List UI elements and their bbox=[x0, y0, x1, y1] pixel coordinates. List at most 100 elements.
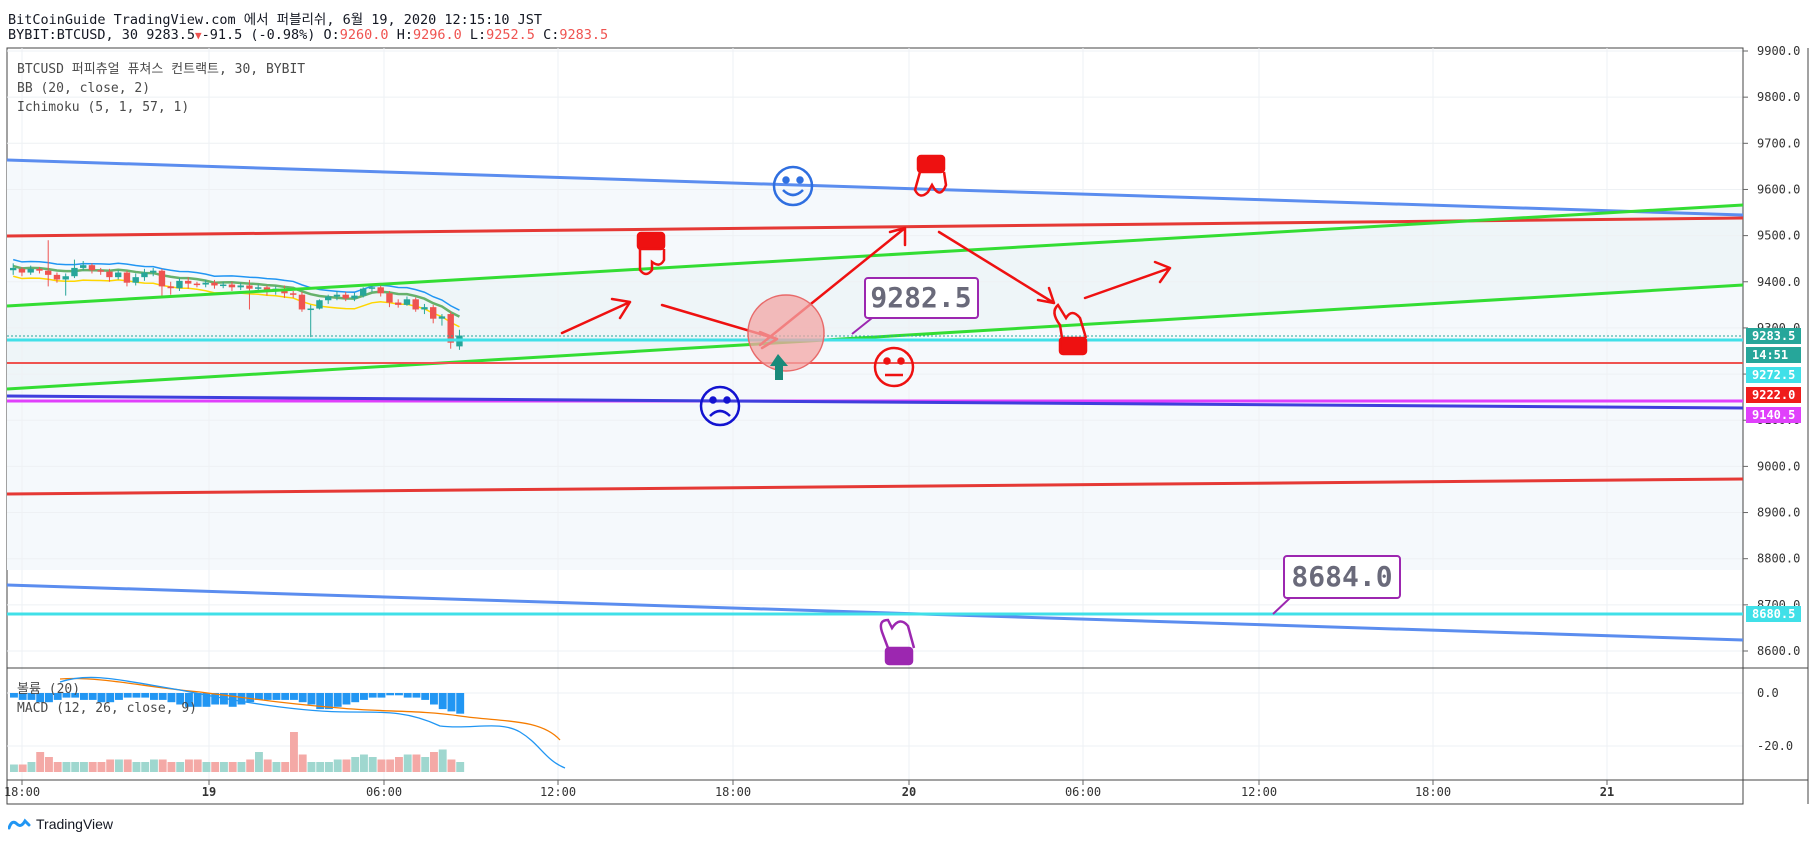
macd-bar bbox=[325, 693, 333, 710]
macd-bar bbox=[316, 693, 325, 710]
candle-body bbox=[220, 284, 227, 287]
volume-bar bbox=[263, 759, 272, 772]
candle-body bbox=[45, 270, 52, 275]
volume-bar bbox=[36, 752, 45, 772]
y-tick-label: 9700.0 bbox=[1757, 136, 1800, 150]
candle-body bbox=[342, 294, 349, 299]
macd-bar bbox=[53, 693, 62, 700]
volume-bar bbox=[421, 757, 430, 772]
macd-bar bbox=[237, 693, 246, 705]
volume-bar bbox=[202, 762, 211, 772]
callout-value: 8684.0 bbox=[1291, 560, 1392, 593]
x-tick-label: 18:00 bbox=[4, 785, 40, 799]
macd-bar bbox=[368, 693, 377, 698]
macd-bar bbox=[18, 693, 27, 700]
price-chart[interactable]: 9282.5 8684.0 BTCUSD 퍼피츄얼 퓨쳐스 컨트랙트, 30, … bbox=[0, 0, 1818, 810]
candle-body bbox=[412, 299, 419, 310]
macd-bar bbox=[403, 693, 412, 698]
macd-bar bbox=[123, 693, 132, 698]
macd-bar bbox=[88, 693, 97, 700]
volume-bar bbox=[246, 759, 255, 772]
volume-bar bbox=[123, 759, 132, 772]
y-tick-label: 8600.0 bbox=[1757, 644, 1800, 658]
macd-bar bbox=[342, 693, 351, 705]
highlight-circle bbox=[747, 294, 825, 372]
macd-bar bbox=[421, 693, 430, 700]
y-tick-label: 0.0 bbox=[1757, 686, 1779, 700]
symbol-label: BYBIT:BTCUSD, 30 bbox=[8, 27, 139, 43]
volume-bar bbox=[307, 762, 316, 772]
blue-trendline-top bbox=[6, 158, 1744, 217]
volume-bar bbox=[10, 764, 18, 772]
pointing-hand-icon bbox=[913, 154, 948, 197]
volume-bar bbox=[237, 762, 246, 772]
candle-body bbox=[97, 270, 104, 272]
macd-bar bbox=[193, 693, 202, 707]
x-tick-label: 18:00 bbox=[1415, 785, 1451, 799]
candle-body bbox=[123, 272, 131, 283]
grid bbox=[7, 48, 1743, 780]
volume-bar bbox=[255, 752, 263, 772]
pointing-hand-icon bbox=[636, 231, 666, 276]
tradingview-logo-icon bbox=[8, 818, 31, 830]
volume-bar bbox=[106, 759, 115, 772]
volume-bar bbox=[88, 762, 97, 772]
candle-body bbox=[255, 287, 262, 289]
price-callout: 8684.0 bbox=[1272, 555, 1401, 615]
candle-body bbox=[132, 277, 139, 283]
candle-body bbox=[368, 287, 376, 289]
volume-bar bbox=[185, 759, 193, 772]
time-axis: 18:00 19 06:00 12:00 18:00 20 06:00 12:00 18:00 2… bbox=[4, 780, 1614, 799]
pointing-hand-icon bbox=[1053, 303, 1088, 356]
volume-bar bbox=[18, 764, 27, 772]
macd-bar bbox=[115, 693, 123, 700]
volume-bar bbox=[447, 759, 456, 772]
macd-bar bbox=[158, 693, 167, 700]
y-tick-label: 8900.0 bbox=[1757, 506, 1800, 520]
macd-bar bbox=[80, 693, 88, 700]
macd-bar bbox=[395, 693, 403, 696]
price-label-bg bbox=[1746, 606, 1801, 622]
publish-info: BitCoinGuide TradingView.com 에서 퍼블리쉬, 6월… bbox=[8, 12, 542, 28]
volume-bar bbox=[27, 762, 36, 772]
y-tick-label: 8800.0 bbox=[1757, 552, 1800, 566]
price-change: -91.5 (-0.98%) bbox=[201, 27, 316, 43]
high-label: H: bbox=[396, 27, 413, 43]
candle-body bbox=[237, 285, 244, 288]
y-tick-label: 9000.0 bbox=[1757, 459, 1800, 473]
arrow-icon bbox=[1083, 260, 1172, 300]
candles bbox=[10, 240, 463, 350]
candle-body bbox=[290, 293, 297, 295]
y-tick-label: -20.0 bbox=[1757, 739, 1793, 753]
x-tick-label: 21 bbox=[1600, 785, 1614, 799]
price-label-bg bbox=[1746, 407, 1801, 423]
volume-bar bbox=[316, 762, 325, 772]
tradingview-brand[interactable]: TradingView bbox=[8, 816, 113, 832]
volume-bars bbox=[10, 732, 465, 772]
close-value: 9283.5 bbox=[559, 27, 609, 43]
macd-bar bbox=[45, 693, 53, 703]
y-tick-label: 9800.0 bbox=[1757, 90, 1800, 104]
price-labels: 9283.5 14:51 9272.5 9222.0 9140.5 8680.5 bbox=[1746, 328, 1801, 622]
low-value: 9252.5 bbox=[486, 27, 535, 43]
x-tick-label: 18:00 bbox=[715, 785, 751, 799]
volume-bar bbox=[360, 754, 368, 772]
legend-bb: BB (20, close, 2) bbox=[17, 81, 150, 96]
x-tick-label: 12:00 bbox=[1241, 785, 1277, 799]
candle-body bbox=[141, 272, 148, 278]
candle-body bbox=[246, 285, 253, 289]
macd-bar bbox=[62, 693, 71, 698]
smiley-face-icon bbox=[772, 165, 814, 207]
volume-bar bbox=[333, 759, 342, 772]
x-tick-label: 20 bbox=[902, 785, 916, 799]
macd-bar bbox=[106, 693, 115, 703]
volume-bar bbox=[412, 754, 421, 772]
candle-body bbox=[377, 287, 384, 294]
candle-body bbox=[27, 268, 34, 273]
volume-bar bbox=[351, 757, 360, 772]
candle-body bbox=[53, 274, 61, 280]
candle-body bbox=[403, 299, 411, 305]
macd-bar bbox=[71, 693, 80, 698]
arrow-icon bbox=[560, 297, 632, 335]
y-tick-label: 9600.0 bbox=[1757, 182, 1800, 196]
